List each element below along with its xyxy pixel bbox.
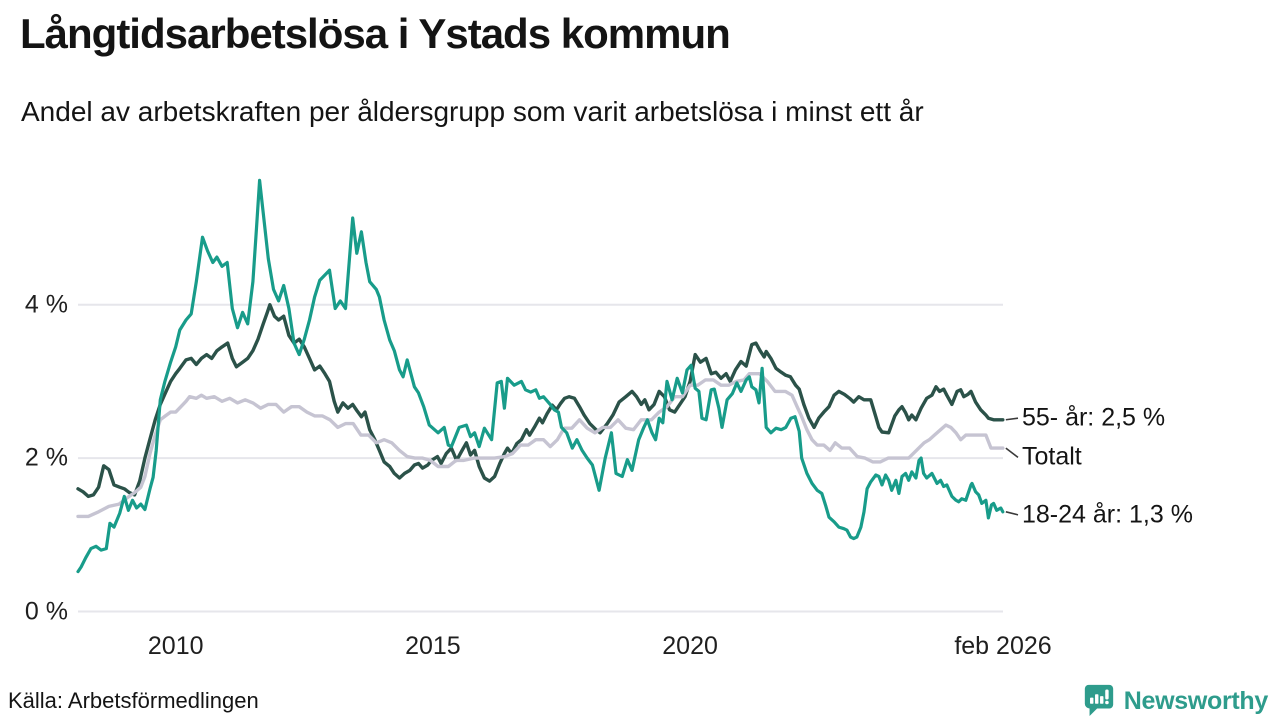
y-axis-tick-label: 2 % bbox=[24, 443, 68, 472]
leader-line-0 bbox=[1005, 417, 1019, 421]
x-axis-tick-label: 2015 bbox=[405, 632, 461, 660]
leader-line-1 bbox=[1005, 447, 1019, 458]
x-axis-tick-label: 2010 bbox=[147, 632, 204, 660]
source-note: Källa: Arbetsförmedlingen bbox=[8, 688, 259, 713]
series-label-totalt: Totalt bbox=[1022, 442, 1082, 471]
series-line-18-24-r bbox=[76, 178, 1005, 574]
series-line-totalt bbox=[76, 372, 1005, 519]
newsworthy-speech-bubble-chart-icon bbox=[1082, 682, 1116, 720]
leader-line-2 bbox=[1005, 511, 1019, 516]
series-label-55-ar: 55- år: 2,5 % bbox=[1022, 403, 1166, 432]
page-subtitle: Andel av arbetskraften per åldersgrupp s… bbox=[21, 96, 924, 127]
x-axis-tick-label: 2020 bbox=[662, 632, 718, 660]
series-label-18-24-ar: 18-24 år: 1,3 % bbox=[1022, 500, 1193, 529]
page-title: Långtidsarbetslösa i Ystads kommun bbox=[20, 10, 731, 57]
y-axis-tick-label: 4 % bbox=[24, 290, 68, 319]
x-axis-tick-label: feb 2026 bbox=[954, 632, 1052, 660]
series-line-55-r bbox=[76, 303, 1005, 499]
y-axis-tick-label: 0 % bbox=[24, 597, 68, 625]
brand-logo: Newsworthy bbox=[1082, 682, 1268, 720]
brand-wordmark: Newsworthy bbox=[1123, 687, 1269, 715]
